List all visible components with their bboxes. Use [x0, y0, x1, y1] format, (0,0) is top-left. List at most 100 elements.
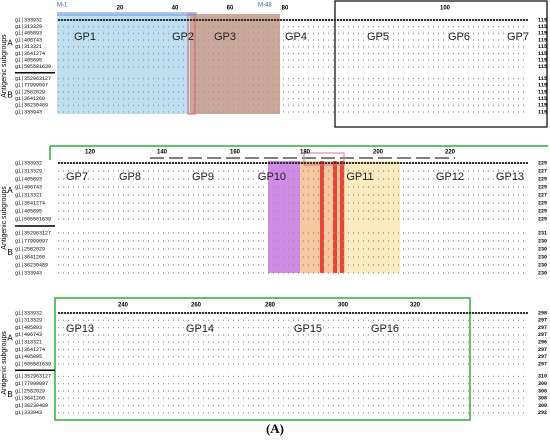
sequence-id: gi|505581639 [15, 361, 51, 367]
sequence-id: gi|313321 [15, 340, 42, 346]
sequence-id: gi|38230489 [15, 262, 48, 268]
ruler-label: 240 [118, 303, 129, 309]
figure-label: (A) [266, 421, 284, 436]
sequence-id: gi|405895 [15, 208, 42, 214]
ruler-label: 180 [300, 150, 311, 156]
gp-label: GP15 [294, 323, 322, 335]
sequence-id: gi|3641260 [15, 96, 45, 102]
end-number: 115 [538, 64, 547, 70]
signal-box [57, 12, 197, 16]
sequence-id: gi|405893 [15, 325, 42, 331]
subgroup-label: A [7, 39, 13, 48]
gp-label: GP7 [507, 31, 529, 43]
axis-label: Antigenic subgroups [1, 331, 8, 395]
end-number: 230 [538, 254, 547, 260]
gp-label: GP9 [192, 171, 214, 183]
sequence-id: gi|333943 [15, 410, 42, 416]
sequence-id: gi|352963127 [15, 76, 51, 82]
end-number: 115 [538, 109, 547, 115]
ruler-label: 200 [373, 150, 384, 156]
sequence-id: gi|2582029 [15, 388, 45, 394]
end-number: 229 [538, 216, 547, 222]
end-number: 230 [538, 246, 547, 252]
gp-label: GP13 [66, 323, 94, 335]
ruler-label: 260 [191, 303, 202, 309]
end-number: 115 [538, 37, 547, 43]
end-number: 308 [538, 396, 547, 402]
end-number: 229 [538, 160, 547, 166]
gp-region [57, 14, 190, 114]
ruler-label: 280 [265, 303, 276, 309]
end-number: 297 [538, 325, 547, 331]
end-number: 229 [538, 208, 547, 214]
gp-label: GP2 [172, 31, 194, 43]
end-number: 297 [538, 347, 547, 353]
marker: M-48 [258, 3, 272, 9]
ruler-label: 120 [85, 150, 96, 156]
gp-label: GP16 [371, 323, 399, 335]
end-number: 115 [538, 31, 547, 37]
ruler-label: 60 [227, 6, 234, 12]
sequence-id: gi|333932 [15, 17, 42, 23]
end-number: 115 [538, 51, 547, 57]
sequence-id: gi|38230489 [15, 103, 48, 109]
subgroup-label: B [7, 90, 12, 99]
end-number: 297 [538, 354, 547, 360]
end-number: 231 [538, 230, 547, 236]
sequence-id: gi|333943 [15, 109, 42, 115]
sequence-id: gi|352963127 [15, 230, 51, 236]
ruler-label: 140 [157, 150, 168, 156]
end-number: 115 [538, 58, 547, 64]
sequence-id: gi|333932 [15, 310, 42, 316]
gp-box [303, 152, 345, 166]
sequence-id: gi|313329 [15, 318, 42, 324]
marked-site [340, 161, 344, 273]
end-number: 115 [538, 24, 547, 30]
sequence-id: gi|3641260 [15, 396, 45, 402]
subgroup-label: A [7, 334, 13, 343]
end-number: 115 [538, 76, 547, 82]
sequence-id: gi|313321 [15, 44, 42, 50]
end-number: 115 [538, 103, 547, 109]
sequence-id: gi|313329 [15, 24, 42, 30]
end-number: 229 [538, 176, 547, 182]
sequence-id: gi|333943 [15, 270, 42, 276]
marked-site [333, 161, 337, 273]
end-number: 297 [538, 361, 547, 367]
sequence-id: gi|38230489 [15, 403, 48, 409]
ruler-label: 20 [117, 6, 124, 12]
sequence-id: gi|77999097 [15, 381, 48, 387]
end-number: 227 [538, 168, 547, 174]
end-number: 115 [538, 96, 547, 102]
sequence-id: gi|505581639 [15, 216, 51, 222]
sequence-id: gi|406743 [15, 37, 42, 43]
axis-label: Antigenic subgroups [1, 34, 8, 98]
end-number: 300 [538, 388, 547, 394]
ruler-label: 220 [445, 150, 456, 156]
end-number: 297 [538, 318, 547, 324]
end-number: 298 [538, 310, 547, 316]
end-number: 230 [538, 262, 547, 268]
end-number: 229 [538, 200, 547, 206]
gp-label: GP10 [258, 171, 286, 183]
end-number: 115 [538, 44, 547, 50]
gp-label: GP3 [214, 31, 236, 43]
ruler-label: 40 [172, 6, 179, 12]
sequence-id: gi|352963127 [15, 374, 51, 380]
end-number: 227 [538, 192, 547, 198]
gp-region [345, 161, 400, 273]
sequence-id: gi|2582029 [15, 246, 45, 252]
gp-label: GP8 [119, 171, 141, 183]
sequence-id: gi|505581639 [15, 64, 51, 70]
ruler-label: 160 [230, 150, 241, 156]
gp-label: GP6 [448, 31, 470, 43]
ruler-label: 320 [410, 303, 421, 309]
end-number: 300 [538, 381, 547, 387]
end-number: 115 [538, 17, 547, 23]
gp-label: GP12 [436, 171, 464, 183]
gp-region [190, 14, 280, 114]
sequence-id: gi|405895 [15, 58, 42, 64]
sequence-id: gi|77999097 [15, 83, 48, 89]
subgroup-label: A [7, 186, 13, 195]
gp-label: GP1 [74, 31, 96, 43]
